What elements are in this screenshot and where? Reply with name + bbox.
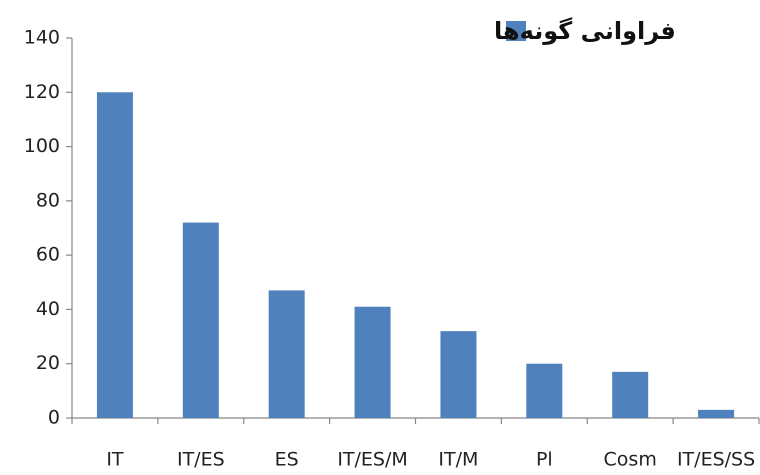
x-tick-label: Pl <box>536 449 553 471</box>
legend-swatch <box>506 21 526 41</box>
x-tick-label: IT/ES/SS <box>677 449 755 471</box>
bar <box>526 363 563 418</box>
bar <box>698 409 735 418</box>
y-tick-label: 140 <box>24 27 60 49</box>
bar <box>96 92 133 419</box>
bar <box>268 290 305 418</box>
y-tick-label: 60 <box>36 244 60 266</box>
y-tick-label: 80 <box>36 189 60 211</box>
bar <box>354 306 391 418</box>
x-tick-label: IT/M <box>438 449 478 471</box>
y-tick-label: 40 <box>36 298 60 320</box>
x-tick-label: IT/ES/M <box>337 449 407 471</box>
bar <box>612 371 649 418</box>
x-tick-label: ES <box>275 449 299 471</box>
y-tick-label: 0 <box>48 407 60 429</box>
x-tick-label: IT/ES <box>177 449 225 471</box>
y-tick-label: 20 <box>36 352 60 374</box>
x-tick-label: Cosm <box>604 449 657 471</box>
bar <box>440 331 477 418</box>
y-tick-label: 100 <box>24 135 60 157</box>
y-tick-label: 120 <box>24 81 60 103</box>
bar <box>182 222 219 418</box>
legend-label: فراوانی گونه‌ها <box>494 17 676 45</box>
x-tick-label: IT <box>106 449 124 471</box>
